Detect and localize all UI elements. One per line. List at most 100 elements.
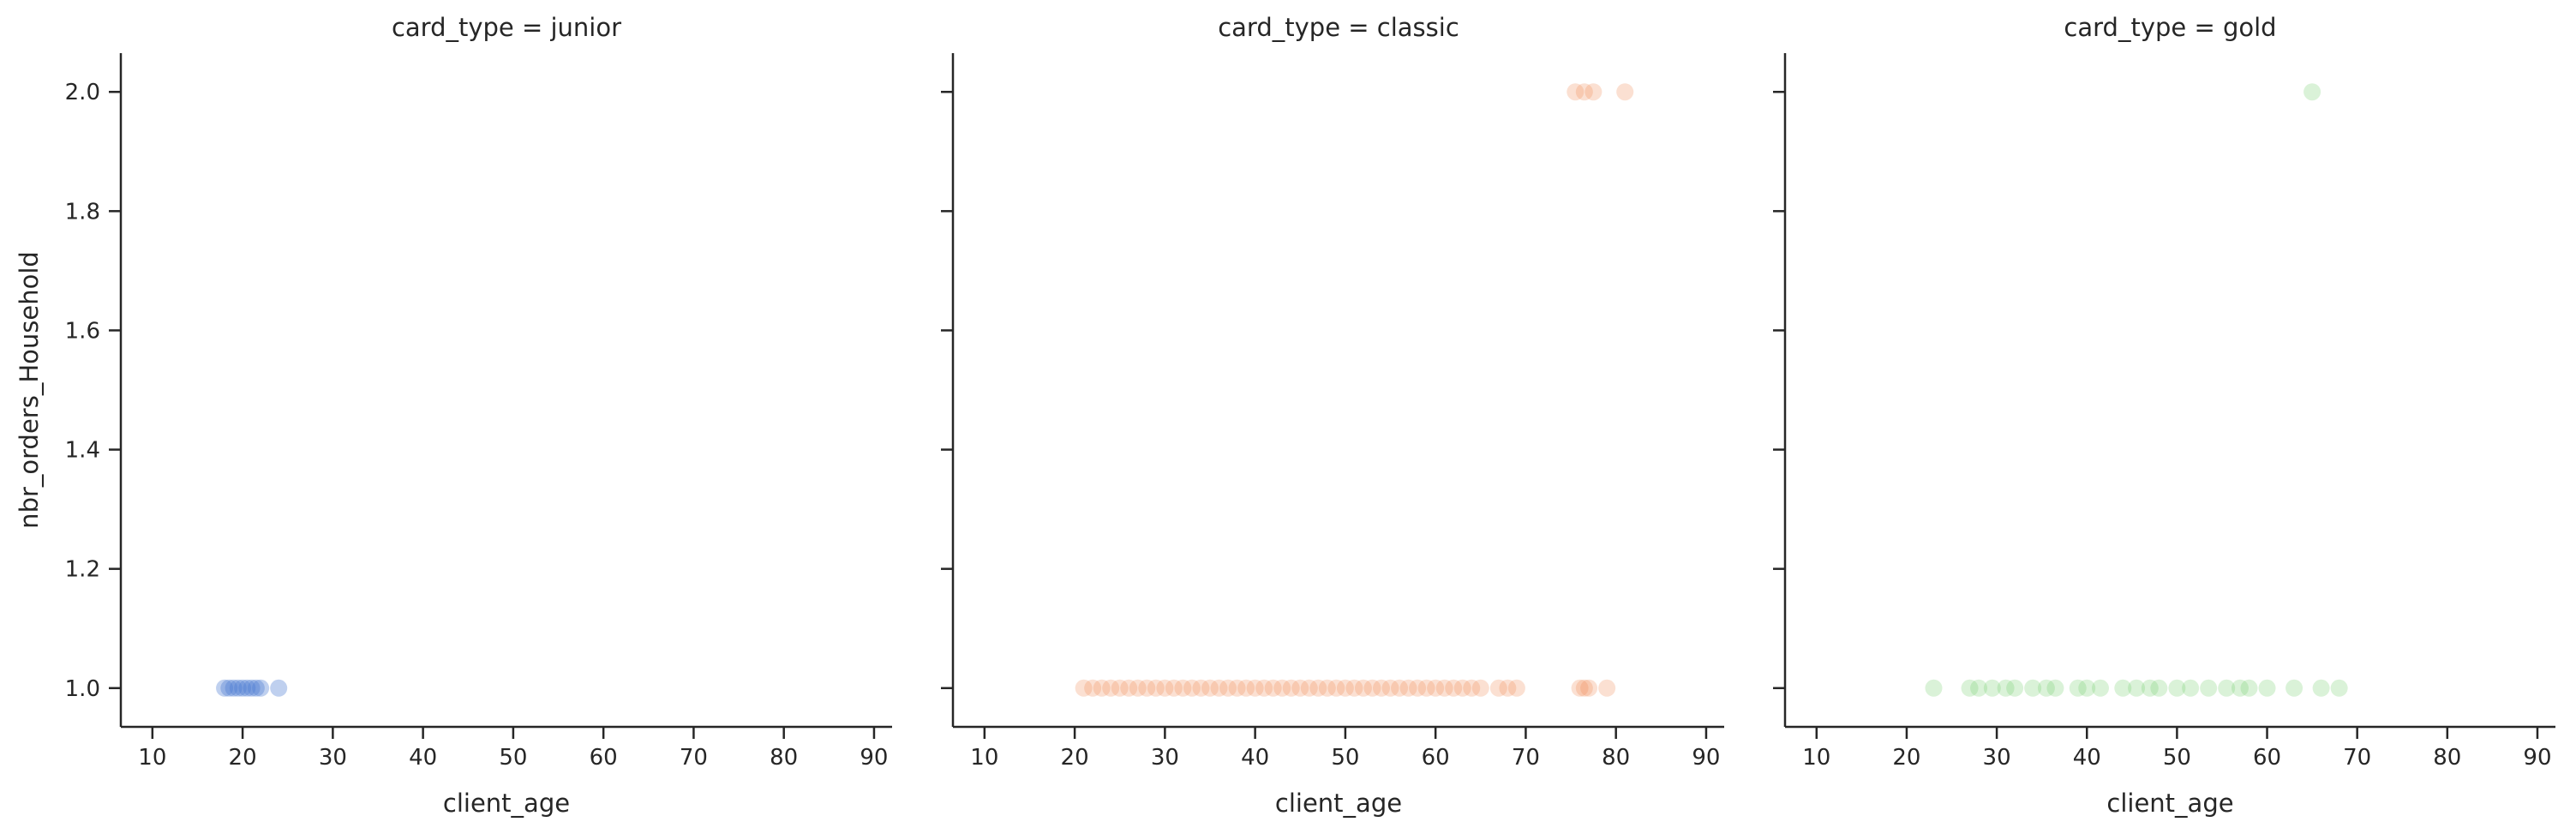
y-tick-label: 2.0 [65,80,100,105]
data-point [1585,83,1603,101]
x-tick-label: 90 [860,745,888,771]
facet-panel-1: card_type = classic 10 20 30 40 50 60 70 80 90 cli… [941,13,1724,818]
data-point [1345,679,1363,697]
data-point [1598,679,1616,697]
data-point [1309,679,1327,697]
x-tick-label: 60 [1422,745,1450,771]
data-point [1961,679,1979,697]
facet-panel-2: card_type = gold 10 20 30 40 50 60 70 80 90 client… [1773,13,2555,818]
data-point [1192,679,1210,697]
data-point [2330,679,2348,697]
data-point [2231,679,2249,697]
x-tick-label: 60 [590,745,618,771]
data-point [2303,83,2321,101]
data-point [1147,679,1165,697]
y-axis-label: nbr_orders_Household [15,251,44,529]
data-point [1399,679,1417,697]
data-point [1282,679,1300,697]
data-point [1567,83,1585,101]
data-point [1463,679,1481,697]
data-point [1983,679,2001,697]
data-point [1417,679,1435,697]
data-point [1381,679,1399,697]
x-axis-label: client_age [2106,789,2233,818]
data-point [1291,679,1309,697]
data-point [225,679,243,697]
x-tick-label: 80 [770,745,798,771]
data-point [1970,679,1988,697]
x-axis-label: client_age [1275,789,1402,818]
x-tick-label: 20 [1892,745,1920,771]
data-point [2078,679,2096,697]
data-point [1391,679,1409,697]
data-point [1363,679,1381,697]
data-point [1507,679,1525,697]
data-point [220,679,238,697]
x-tick-label: 20 [1061,745,1089,771]
data-point [1246,679,1264,697]
data-point [1228,679,1246,697]
data-point [2128,679,2146,697]
data-point [1409,679,1427,697]
facet-title: card_type = junior [392,13,621,42]
data-point [1580,679,1598,697]
data-point [1318,679,1336,697]
data-point [1997,679,2015,697]
data-point [1575,679,1593,697]
data-point [2141,679,2159,697]
x-tick-label: 70 [1512,745,1540,771]
x-tick-label: 30 [1983,745,2011,771]
data-point [2168,679,2186,697]
x-tick-label: 40 [1241,745,1269,771]
data-point [1084,679,1102,697]
x-tick-label: 40 [2073,745,2101,771]
y-tick-label: 1.8 [65,199,100,225]
data-point [2024,679,2042,697]
x-tick-label: 40 [409,745,437,771]
x-tick-label: 90 [2523,745,2551,771]
data-point [2200,679,2218,697]
x-tick-label: 60 [2253,745,2281,771]
data-point [1129,679,1147,697]
data-point [2182,679,2200,697]
data-point [247,679,265,697]
x-tick-label: 10 [970,745,998,771]
data-point [1489,679,1507,697]
data-point [1183,679,1201,697]
x-tick-label: 70 [2343,745,2371,771]
data-point [1925,679,1943,697]
data-point [1138,679,1156,697]
x-tick-label: 50 [2163,745,2191,771]
data-point [1264,679,1282,697]
data-point [2069,679,2087,697]
data-point [1093,679,1111,697]
facet-title: card_type = classic [1218,13,1459,42]
x-tick-label: 50 [499,745,527,771]
y-tick-label: 1.6 [65,318,100,344]
data-point [2258,679,2276,697]
y-tick-label: 1.4 [65,438,100,464]
data-point [1102,679,1120,697]
data-point [1156,679,1174,697]
data-point [1373,679,1390,697]
x-tick-label: 90 [1692,745,1720,771]
data-point [1201,679,1219,697]
data-point [252,679,270,697]
data-point [2218,679,2236,697]
data-point [2006,679,2024,697]
y-tick-label: 1.2 [65,557,100,583]
data-point [2092,679,2110,697]
data-point [238,679,256,697]
x-tick-label: 50 [1331,745,1359,771]
data-point [1255,679,1273,697]
data-point [2114,679,2132,697]
data-point [1427,679,1445,697]
data-point [1336,679,1354,697]
data-point [1445,679,1463,697]
data-point [1174,679,1192,697]
data-point [2240,679,2258,697]
data-point [2312,679,2330,697]
x-tick-label: 70 [680,745,708,771]
x-tick-label: 10 [1802,745,1830,771]
